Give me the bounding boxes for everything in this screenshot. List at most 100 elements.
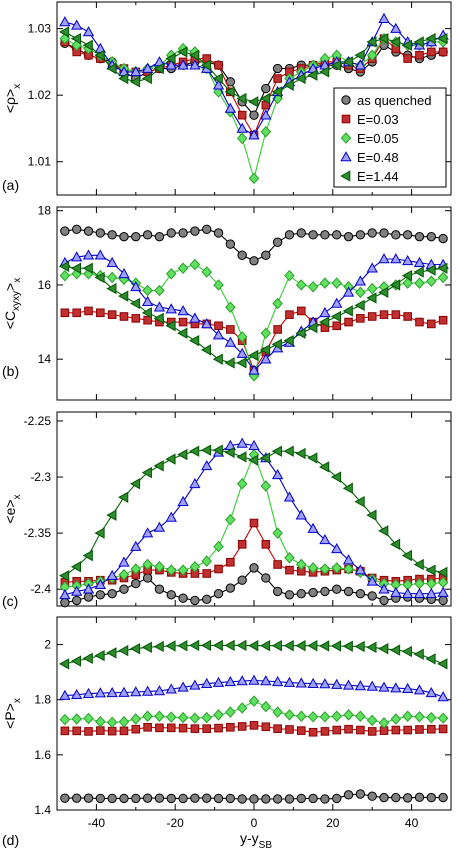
data-point xyxy=(165,640,176,652)
data-point xyxy=(237,540,247,549)
data-point xyxy=(366,680,378,691)
data-point xyxy=(332,321,342,331)
data-point xyxy=(212,72,223,85)
data-point xyxy=(82,583,95,594)
data-point xyxy=(70,262,81,274)
data-point xyxy=(295,509,307,520)
x-axis-label-subscript: SB xyxy=(259,840,273,850)
data-point xyxy=(118,72,129,85)
data-point xyxy=(118,686,130,697)
y-axis-label-subscript: x xyxy=(12,278,23,283)
data-point xyxy=(283,79,294,91)
data-point xyxy=(401,645,412,658)
data-point xyxy=(307,321,318,334)
data-point xyxy=(284,552,295,564)
data-point xyxy=(200,59,212,71)
data-point xyxy=(142,710,153,722)
data-point xyxy=(153,685,166,696)
data-point xyxy=(249,110,259,120)
data-point xyxy=(366,575,378,586)
panel-label: (c) xyxy=(2,593,18,609)
data-point xyxy=(296,793,306,804)
data-point xyxy=(248,364,260,375)
data-point xyxy=(178,228,188,238)
data-point xyxy=(226,557,235,567)
data-point xyxy=(437,712,449,724)
data-point xyxy=(94,49,105,61)
data-point xyxy=(224,86,235,98)
data-point xyxy=(427,319,436,329)
y-axis-label-subscript: x xyxy=(12,698,23,703)
series-as_quenched xyxy=(60,563,448,608)
data-point xyxy=(142,284,153,297)
y-tick-label: 14 xyxy=(38,352,52,366)
data-point xyxy=(107,588,117,599)
data-point xyxy=(154,793,165,803)
data-point xyxy=(330,640,342,652)
data-point xyxy=(177,262,189,274)
data-point xyxy=(189,561,201,573)
data-point xyxy=(295,327,306,339)
data-point xyxy=(248,674,260,685)
data-point xyxy=(202,594,212,604)
series-E005 xyxy=(59,258,449,382)
data-point xyxy=(94,249,106,260)
data-point xyxy=(378,253,390,264)
data-point xyxy=(119,312,129,321)
x-tick-label: 40 xyxy=(405,816,419,830)
data-point xyxy=(237,250,247,260)
data-point xyxy=(307,677,319,689)
legend-label: E=0.48 xyxy=(357,150,399,165)
data-point xyxy=(94,271,105,284)
data-point xyxy=(438,595,448,606)
y-axis-label-main: <e> xyxy=(2,499,18,523)
data-point xyxy=(343,563,354,575)
data-point xyxy=(59,658,70,670)
data-point xyxy=(225,583,236,593)
panel-c: -2.4 -2.35 -2.3 -2.25 <e>x (c) xyxy=(2,411,452,609)
data-point xyxy=(427,47,436,57)
data-point xyxy=(284,709,295,721)
data-point xyxy=(237,575,247,585)
data-point xyxy=(153,640,164,653)
data-point xyxy=(426,711,437,724)
data-point xyxy=(107,230,117,240)
data-point xyxy=(153,62,164,75)
data-point xyxy=(437,566,448,579)
data-point xyxy=(402,710,413,722)
data-point xyxy=(354,564,367,575)
data-point xyxy=(343,231,354,242)
data-point xyxy=(213,709,224,721)
data-point xyxy=(178,793,188,804)
data-point xyxy=(296,726,306,735)
data-point xyxy=(94,649,105,662)
data-point xyxy=(343,790,354,800)
data-point xyxy=(342,56,353,68)
data-point xyxy=(259,344,271,356)
data-point xyxy=(214,564,223,574)
data-point xyxy=(319,66,330,78)
series-E005 xyxy=(59,695,449,729)
data-point xyxy=(259,452,271,464)
data-point xyxy=(130,713,142,725)
data-point xyxy=(107,310,117,319)
data-point xyxy=(236,437,248,448)
legend-marker xyxy=(341,95,351,105)
data-point xyxy=(319,678,331,689)
data-point xyxy=(201,711,212,724)
data-point xyxy=(119,584,129,594)
data-point xyxy=(165,683,177,694)
data-point xyxy=(437,691,449,702)
data-point xyxy=(225,239,236,249)
data-point xyxy=(320,586,330,597)
data-point xyxy=(130,686,142,697)
data-point xyxy=(283,676,296,687)
data-point xyxy=(153,301,166,312)
data-point xyxy=(272,297,283,310)
data-point xyxy=(391,230,401,240)
data-point xyxy=(106,283,117,295)
data-point xyxy=(224,357,235,369)
data-point xyxy=(343,709,354,721)
data-point xyxy=(143,315,152,325)
data-point xyxy=(391,725,401,735)
